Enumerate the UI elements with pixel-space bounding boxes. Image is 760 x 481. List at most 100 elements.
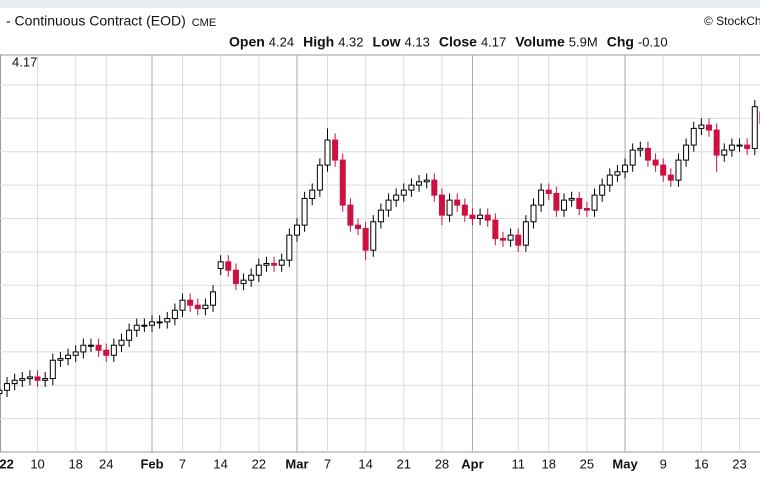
candle-body: [705, 124, 712, 131]
candle-body: [614, 171, 621, 176]
candle-body: [118, 339, 125, 346]
x-tick-label: 14: [213, 456, 227, 471]
candle-body: [126, 329, 133, 341]
candle-body: [400, 189, 407, 196]
x-tick-label: May: [612, 456, 638, 471]
candle-body: [210, 291, 217, 306]
candle-body: [583, 207, 590, 211]
candle-body: [232, 269, 239, 285]
candle-body: [49, 359, 56, 380]
candle-body: [599, 184, 606, 196]
x-tick-label: 10: [30, 456, 44, 471]
candle-body: [332, 139, 339, 161]
candle-body: [461, 204, 468, 216]
candle-body: [316, 164, 323, 191]
candle-body: [377, 209, 384, 223]
candle-body: [667, 174, 674, 181]
x-tick-label: 7: [179, 456, 186, 471]
quote-value: 4.13: [405, 34, 430, 49]
candle-body: [713, 129, 720, 156]
x-tick-label: 9: [660, 456, 667, 471]
candle-body: [484, 214, 491, 221]
x-tick-label: 18: [68, 456, 82, 471]
candle-body: [110, 344, 117, 356]
candle-body: [19, 378, 26, 381]
candle-body: [301, 197, 308, 226]
candle-body: [721, 149, 728, 156]
exchange: CME: [192, 17, 216, 29]
candle-body: [72, 351, 79, 356]
candle-body: [42, 378, 49, 381]
candle-body: [568, 197, 575, 201]
candle-body: [522, 221, 529, 246]
x-tick-label: 25: [580, 456, 594, 471]
x-tick-label: Mar: [285, 456, 308, 471]
quote-value: 4.24: [269, 34, 294, 49]
candle-body: [34, 376, 41, 381]
candle-body: [492, 219, 499, 239]
x-tick-label: 28: [435, 456, 449, 471]
candle-body: [0, 389, 3, 395]
quote-value: 5.9M: [569, 34, 598, 49]
candle-body: [202, 304, 209, 310]
plot-frame: [0, 54, 760, 453]
last-price-label: 4.17: [12, 54, 37, 69]
candle-body: [293, 224, 300, 236]
candle-body: [591, 194, 598, 211]
candle-body: [149, 321, 155, 326]
candle-body: [622, 164, 629, 173]
source: © StockCharts.com: [704, 14, 760, 28]
candle-body: [26, 376, 33, 380]
candle-body: [362, 227, 369, 251]
candle-body: [11, 379, 18, 385]
quote-value: -0.10: [638, 34, 668, 49]
x-tick-label: 7: [324, 456, 331, 471]
candle-body: [561, 199, 568, 211]
candle-body: [416, 181, 423, 186]
candle-body: [744, 144, 751, 149]
candle-body: [385, 199, 392, 211]
candle-body: [683, 144, 690, 161]
candle-body: [644, 147, 651, 161]
quote-label: Close: [439, 34, 477, 50]
candle-body: [187, 299, 194, 306]
x-tick-label: 14: [358, 456, 372, 471]
candle-body: [576, 197, 583, 209]
candle-body: [736, 144, 743, 147]
candle-body: [324, 139, 331, 166]
candle-body: [370, 221, 377, 251]
top-strip: [0, 0, 760, 8]
candle-body: [194, 304, 201, 310]
candle-body: [728, 144, 735, 151]
candle-body: [606, 174, 613, 186]
candle-body: [431, 179, 438, 196]
quote-label: Open: [229, 34, 265, 50]
candle-body: [408, 184, 415, 191]
candle-body: [164, 318, 171, 323]
candle-body: [538, 189, 545, 206]
quote-label: High: [303, 34, 334, 50]
candle-body: [171, 309, 178, 320]
candle-body: [80, 344, 87, 353]
candle-body: [225, 261, 232, 271]
candle-body: [477, 214, 484, 219]
candle-body: [446, 199, 453, 216]
candle-body: [309, 189, 316, 199]
x-tick-label: 22: [252, 456, 266, 471]
quote-label: Chg: [607, 34, 634, 50]
candle-body: [339, 159, 346, 206]
candle-body: [423, 179, 430, 183]
candle-body: [95, 344, 102, 351]
x-tick-label: Feb: [140, 456, 163, 471]
candle-body: [87, 344, 94, 347]
candle-body: [499, 237, 506, 241]
candle-body: [240, 279, 247, 285]
chart-title: - Continuous Contract (EOD): [6, 13, 186, 29]
candle-body: [347, 204, 354, 226]
candle-body: [675, 159, 682, 181]
candle-body: [133, 324, 140, 331]
plot-area: [0, 54, 760, 453]
quote-label: Volume: [515, 34, 565, 50]
candle-body: [57, 358, 64, 361]
